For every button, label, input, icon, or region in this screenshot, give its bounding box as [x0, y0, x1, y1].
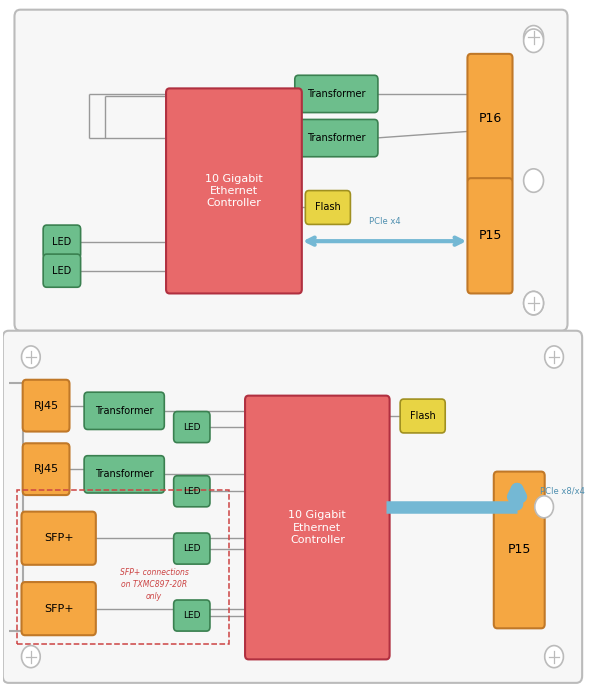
FancyBboxPatch shape — [295, 75, 378, 113]
Text: Transformer: Transformer — [95, 406, 154, 416]
FancyBboxPatch shape — [14, 10, 568, 331]
Circle shape — [524, 29, 544, 52]
Text: 10 Gigabit
Ethernet
Controller: 10 Gigabit Ethernet Controller — [288, 510, 346, 545]
Text: SFP+ connections
on TXMC897-20R
only: SFP+ connections on TXMC897-20R only — [120, 569, 188, 601]
FancyBboxPatch shape — [173, 600, 210, 631]
Text: Transformer: Transformer — [95, 469, 154, 480]
Text: P15: P15 — [478, 229, 502, 242]
Circle shape — [22, 346, 40, 368]
FancyBboxPatch shape — [173, 476, 210, 507]
Text: SFP+: SFP+ — [44, 533, 74, 543]
FancyBboxPatch shape — [166, 88, 302, 294]
FancyBboxPatch shape — [23, 443, 69, 495]
Circle shape — [535, 496, 554, 518]
FancyBboxPatch shape — [245, 395, 390, 659]
FancyBboxPatch shape — [400, 399, 445, 433]
Circle shape — [524, 26, 544, 49]
Text: Transformer: Transformer — [307, 89, 365, 99]
Circle shape — [524, 292, 544, 315]
Circle shape — [524, 169, 544, 192]
FancyBboxPatch shape — [468, 178, 512, 294]
FancyBboxPatch shape — [23, 380, 69, 432]
Circle shape — [545, 346, 563, 368]
FancyBboxPatch shape — [173, 411, 210, 443]
FancyBboxPatch shape — [22, 512, 96, 564]
Text: LED: LED — [183, 611, 200, 620]
Text: LED: LED — [183, 544, 200, 553]
Text: PCIe x8/x4: PCIe x8/x4 — [541, 487, 585, 496]
FancyBboxPatch shape — [84, 456, 164, 493]
Text: RJ45: RJ45 — [33, 464, 59, 474]
FancyBboxPatch shape — [3, 331, 582, 683]
Circle shape — [22, 646, 40, 667]
Text: LED: LED — [52, 237, 72, 246]
Text: PCIe x4: PCIe x4 — [369, 217, 401, 226]
FancyBboxPatch shape — [295, 120, 378, 157]
FancyBboxPatch shape — [84, 392, 164, 429]
Text: Flash: Flash — [410, 411, 435, 421]
FancyBboxPatch shape — [468, 54, 512, 183]
Text: P16: P16 — [478, 112, 502, 125]
Circle shape — [545, 646, 563, 667]
FancyBboxPatch shape — [43, 225, 81, 258]
Text: LED: LED — [183, 422, 200, 432]
Text: SFP+: SFP+ — [44, 603, 74, 614]
FancyBboxPatch shape — [494, 472, 545, 628]
Text: LED: LED — [183, 487, 200, 496]
Text: P15: P15 — [508, 544, 531, 557]
FancyBboxPatch shape — [306, 191, 350, 224]
Text: 10 Gigabit
Ethernet
Controller: 10 Gigabit Ethernet Controller — [205, 173, 263, 208]
Circle shape — [524, 292, 544, 315]
FancyBboxPatch shape — [43, 254, 81, 287]
Text: RJ45: RJ45 — [33, 401, 59, 411]
Text: Flash: Flash — [315, 203, 341, 212]
Text: LED: LED — [52, 266, 72, 276]
FancyBboxPatch shape — [22, 582, 96, 635]
FancyBboxPatch shape — [173, 533, 210, 564]
Text: Transformer: Transformer — [307, 133, 365, 143]
